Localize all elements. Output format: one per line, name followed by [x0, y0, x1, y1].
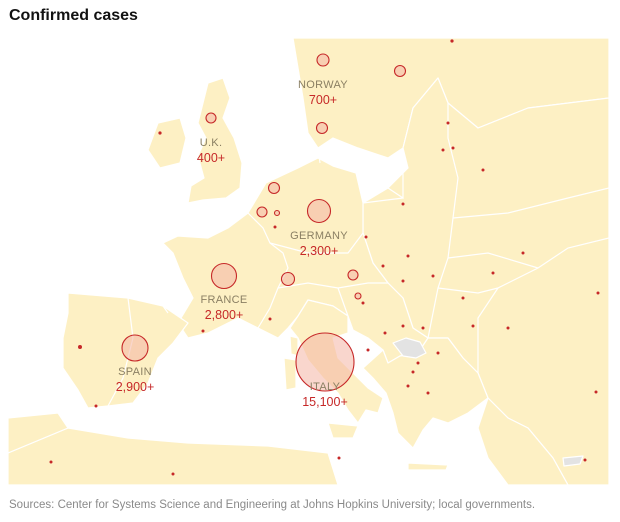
source-note: Sources: Center for Systems Science and …: [9, 499, 536, 511]
label-spain-count: 2,900+: [116, 380, 155, 394]
map-svg: NORWAY 700+ U.K. 400+ GERMANY 2,300+ FRA…: [8, 38, 609, 485]
turkey-landmass: [477, 397, 569, 485]
bubble-sweden: [393, 64, 407, 78]
bubble-spain: [121, 334, 149, 362]
minor-case-dots: [49, 39, 600, 476]
bubble-switzerland: [280, 271, 296, 287]
bubble-denmark: [315, 121, 329, 135]
outside-region: [392, 337, 427, 359]
label-germany-name: GERMANY: [290, 230, 348, 242]
north-africa-landmass: [8, 427, 339, 485]
label-italy-count: 15,100+: [302, 395, 348, 409]
europe-map: NORWAY 700+ U.K. 400+ GERMANY 2,300+ FRA…: [8, 38, 609, 485]
label-france-name: FRANCE: [200, 294, 247, 306]
morocco-landmass: [8, 412, 69, 454]
sicily-landmass: [327, 422, 359, 439]
bubble-netherlands: [267, 181, 281, 195]
label-uk-count: 400+: [197, 151, 225, 165]
label-spain-name: SPAIN: [118, 366, 152, 378]
bubble-germany: [306, 198, 332, 224]
case-bubbles: [121, 53, 407, 392]
label-norway-count: 700+: [309, 93, 337, 107]
country-labels: NORWAY 700+ U.K. 400+ GERMANY 2,300+ FRA…: [116, 79, 348, 409]
map-title: Confirmed cases: [9, 7, 138, 24]
crete-landmass: [407, 462, 449, 471]
bubble-slovenia: [354, 292, 362, 300]
bubble-uk: [205, 112, 217, 124]
bubble-luxembourg: [273, 209, 281, 217]
label-uk-name: U.K.: [200, 137, 223, 149]
bubble-france: [210, 262, 238, 290]
sardinia-landmass: [283, 357, 297, 391]
bubble-italy: [295, 332, 355, 392]
bubble-belgium: [256, 206, 268, 218]
label-italy-name: ITALY: [310, 381, 341, 393]
continental-europe-landmass: [162, 157, 429, 364]
label-norway-name: NORWAY: [298, 79, 348, 91]
cyprus-landmass: [562, 455, 584, 467]
bubble-austria: [347, 269, 359, 281]
corsica-landmass: [289, 335, 299, 357]
label-france-count: 2,800+: [205, 308, 244, 322]
uk-landmass: [187, 77, 243, 204]
ireland-landmass: [147, 117, 187, 169]
country-borders: [107, 103, 609, 407]
bubble-norway: [316, 53, 330, 67]
label-germany-count: 2,300+: [300, 244, 339, 258]
